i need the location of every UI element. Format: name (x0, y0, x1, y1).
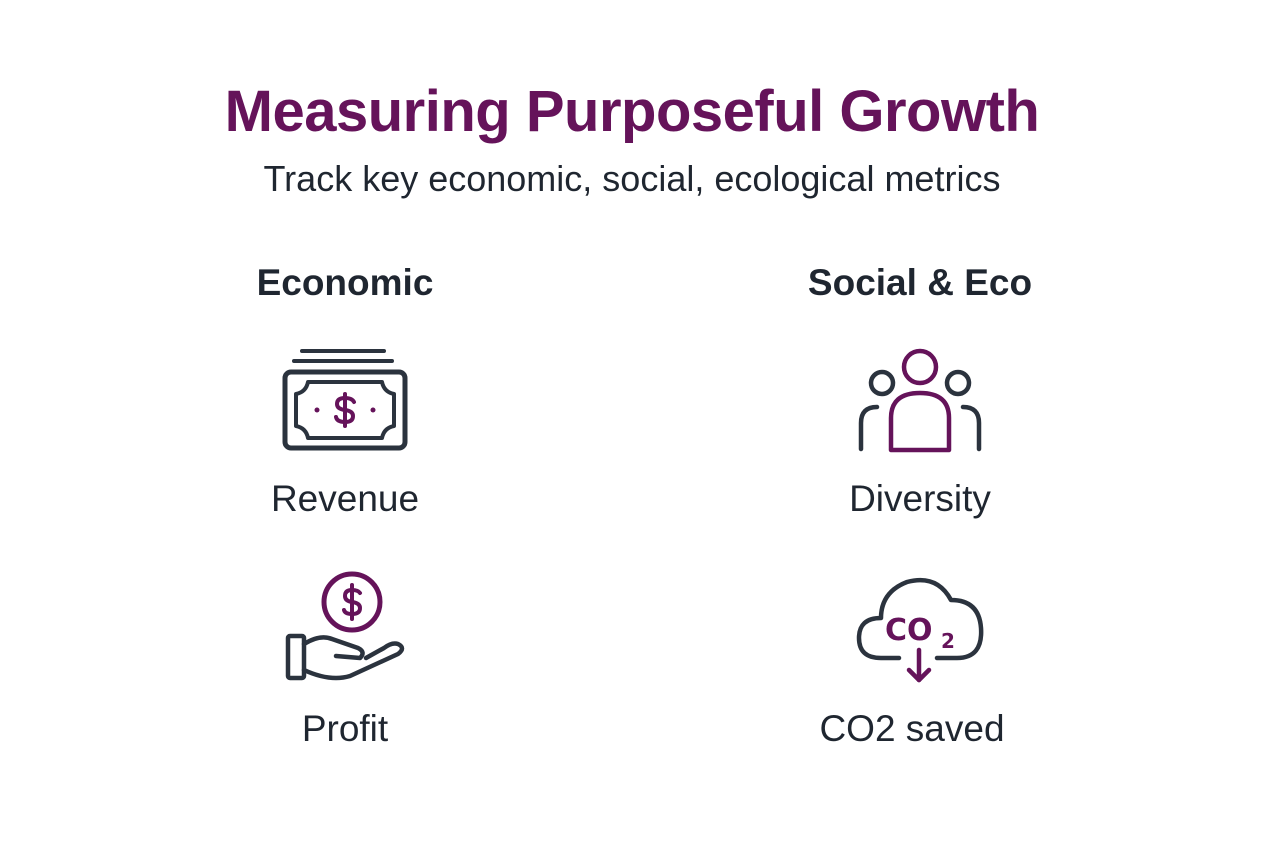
money-bills-icon (280, 345, 410, 455)
page-subtitle: Track key economic, social, ecological m… (263, 158, 1001, 199)
people-group-icon (855, 345, 985, 455)
metric-label-profit: Profit (301, 708, 389, 749)
metric-label-co2-saved: CO2 saved (819, 708, 1005, 749)
column-heading-social-eco: Social & Eco (807, 262, 1033, 303)
hand-coin-icon (280, 570, 410, 690)
page-title: Measuring Purposeful Growth (224, 79, 1040, 144)
svg-text:CO: CO (885, 613, 933, 648)
co2-cloud-icon: CO 2 (855, 570, 985, 690)
column-heading-economic: Economic (256, 262, 434, 303)
metric-label-revenue: Revenue (270, 478, 420, 519)
svg-text:2: 2 (941, 629, 955, 653)
metric-label-diversity: Diversity (849, 478, 991, 519)
